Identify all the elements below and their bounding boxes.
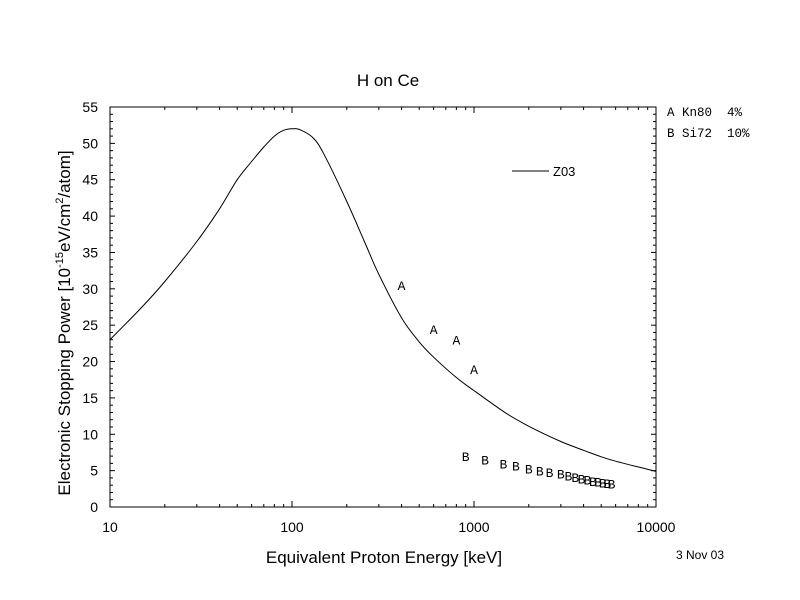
x-tick-labels: 10 100 1000 10000 [102, 519, 675, 535]
date-stamp: 3 Nov 03 [676, 548, 725, 562]
data-marker-b: B [499, 457, 507, 472]
data-marker-b: B [512, 460, 520, 475]
x-axis-label: Equivalent Proton Energy [keV] [266, 548, 502, 567]
series-line-z03 [109, 128, 657, 472]
y-tick-label: 45 [82, 172, 98, 188]
reference-text-a: Kn80 4% [682, 106, 743, 120]
data-marker-b: B [603, 477, 611, 492]
y-axis-label-sup1: -15 [54, 252, 66, 268]
reference-text-b: Si72 10% [682, 127, 750, 141]
x-tick-label: 10 [102, 519, 118, 535]
y-tick-label: 5 [90, 463, 98, 479]
x-tick-label: 10000 [637, 519, 676, 535]
axis-ticks [109, 106, 657, 508]
data-marker-a: A [470, 363, 478, 378]
data-marker-b: B [589, 475, 597, 490]
y-tick-label: 0 [90, 499, 98, 515]
y-tick-label: 20 [82, 354, 98, 370]
x-tick-label: 100 [280, 519, 304, 535]
data-marker-b: B [462, 450, 470, 465]
y-tick-label: 40 [82, 208, 98, 224]
legend-label-z03: Z03 [553, 164, 575, 179]
data-marker-a: A [430, 323, 438, 338]
y-axis-label: Electronic Stopping Power [10-15eV/cm2/a… [54, 150, 74, 495]
data-marker-a: A [452, 334, 460, 349]
data-marker-b: B [608, 478, 616, 493]
y-tick-label: 55 [82, 99, 98, 115]
z03-curve [109, 128, 657, 472]
y-tick-label: 30 [82, 281, 98, 297]
data-marker-b: B [546, 466, 554, 481]
reference-legend-entry-a: A Kn80 4% [667, 103, 750, 124]
data-marker-b: B [525, 462, 533, 477]
data-marker-b: B [557, 468, 565, 483]
plot-frame [109, 106, 657, 508]
x-tick-label: 1000 [458, 519, 489, 535]
y-axis-label-mid: eV/cm [55, 204, 74, 252]
y-axis-label-post: /atom] [55, 150, 74, 197]
data-marker-b: B [564, 470, 572, 485]
reference-marker-b: B [667, 127, 675, 141]
reference-legend-entry-b: B Si72 10% [667, 124, 750, 145]
chart-title: H on Ce [357, 71, 419, 90]
data-marker-b: B [584, 473, 592, 488]
reference-legend: A Kn80 4% B Si72 10% [667, 103, 750, 145]
y-tick-label: 15 [82, 390, 98, 406]
data-marker-a: A [398, 279, 406, 294]
data-marker-b: B [536, 465, 544, 480]
data-marker-b: B [481, 454, 489, 469]
y-tick-label: 25 [82, 317, 98, 333]
y-axis-label-sup2: 2 [54, 198, 66, 204]
data-marker-b: B [571, 471, 579, 486]
y-tick-label: 10 [82, 426, 98, 442]
y-axis-label-pre: Electronic Stopping Power [10 [55, 268, 74, 496]
y-tick-label: 50 [82, 135, 98, 151]
reference-marker-a: A [667, 106, 675, 120]
chart-legend: Z03 [512, 164, 575, 179]
data-marker-b: B [599, 476, 607, 491]
y-tick-labels: 0 5 10 15 20 25 30 35 40 45 50 55 [82, 99, 98, 515]
y-tick-label: 35 [82, 244, 98, 260]
data-marker-b: B [594, 476, 602, 491]
data-marker-b: B [578, 473, 586, 488]
